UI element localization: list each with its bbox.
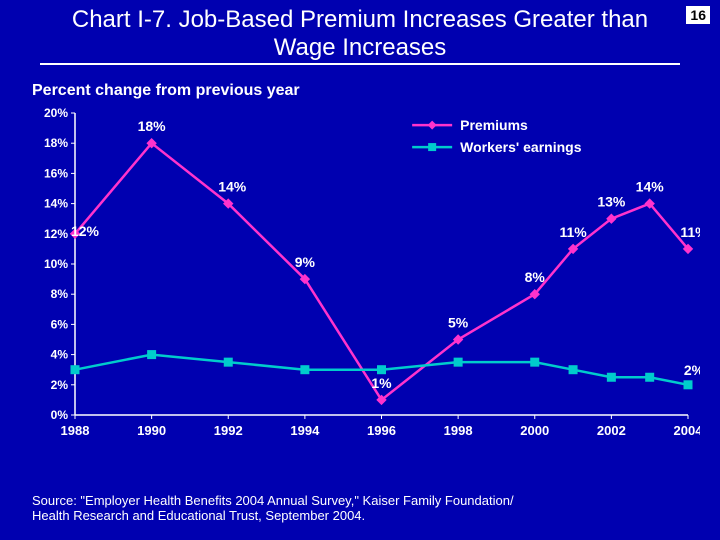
svg-text:20%: 20% xyxy=(44,106,68,120)
line-chart: 0%2%4%6%8%10%12%14%16%18%20%198819901992… xyxy=(30,105,700,445)
svg-text:5%: 5% xyxy=(448,315,469,331)
svg-text:2004: 2004 xyxy=(674,423,700,438)
chart-container: 0%2%4%6%8%10%12%14%16%18%20%198819901992… xyxy=(30,105,700,445)
svg-text:9%: 9% xyxy=(295,254,316,270)
svg-text:2%: 2% xyxy=(51,378,69,392)
svg-text:8%: 8% xyxy=(51,287,69,301)
svg-text:18%: 18% xyxy=(138,118,167,134)
svg-text:0%: 0% xyxy=(51,408,69,422)
svg-text:1994: 1994 xyxy=(290,423,320,438)
svg-text:2000: 2000 xyxy=(520,423,549,438)
source-citation: Source: "Employer Health Benefits 2004 A… xyxy=(32,493,514,524)
svg-text:18%: 18% xyxy=(44,136,68,150)
svg-text:16%: 16% xyxy=(44,166,68,180)
source-line-2: Health Research and Educational Trust, S… xyxy=(32,508,514,524)
svg-text:12%: 12% xyxy=(71,223,100,239)
svg-text:11%: 11% xyxy=(559,224,587,240)
svg-text:1998: 1998 xyxy=(444,423,473,438)
svg-text:8%: 8% xyxy=(525,269,546,285)
svg-text:1%: 1% xyxy=(371,375,392,391)
chart-subtitle: Percent change from previous year xyxy=(32,82,300,100)
svg-text:6%: 6% xyxy=(51,317,69,331)
svg-text:11%: 11% xyxy=(680,224,700,240)
svg-text:14%: 14% xyxy=(636,179,665,195)
svg-text:12%: 12% xyxy=(44,227,68,241)
slide-title: Chart I-7. Job-Based Premium Increases G… xyxy=(40,0,680,65)
svg-text:14%: 14% xyxy=(218,179,247,195)
slide: 16 Chart I-7. Job-Based Premium Increase… xyxy=(0,0,720,540)
svg-text:4%: 4% xyxy=(51,348,69,362)
svg-text:Premiums: Premiums xyxy=(460,117,528,133)
svg-text:2%: 2% xyxy=(684,362,700,378)
svg-text:1996: 1996 xyxy=(367,423,396,438)
svg-text:10%: 10% xyxy=(44,257,68,271)
svg-text:1988: 1988 xyxy=(61,423,90,438)
page-number: 16 xyxy=(686,6,710,24)
svg-text:2002: 2002 xyxy=(597,423,626,438)
svg-text:13%: 13% xyxy=(597,194,626,210)
svg-text:1992: 1992 xyxy=(214,423,243,438)
svg-text:14%: 14% xyxy=(44,197,68,211)
svg-text:1990: 1990 xyxy=(137,423,166,438)
source-line-1: Source: "Employer Health Benefits 2004 A… xyxy=(32,493,514,509)
svg-text:Workers' earnings: Workers' earnings xyxy=(460,139,582,155)
